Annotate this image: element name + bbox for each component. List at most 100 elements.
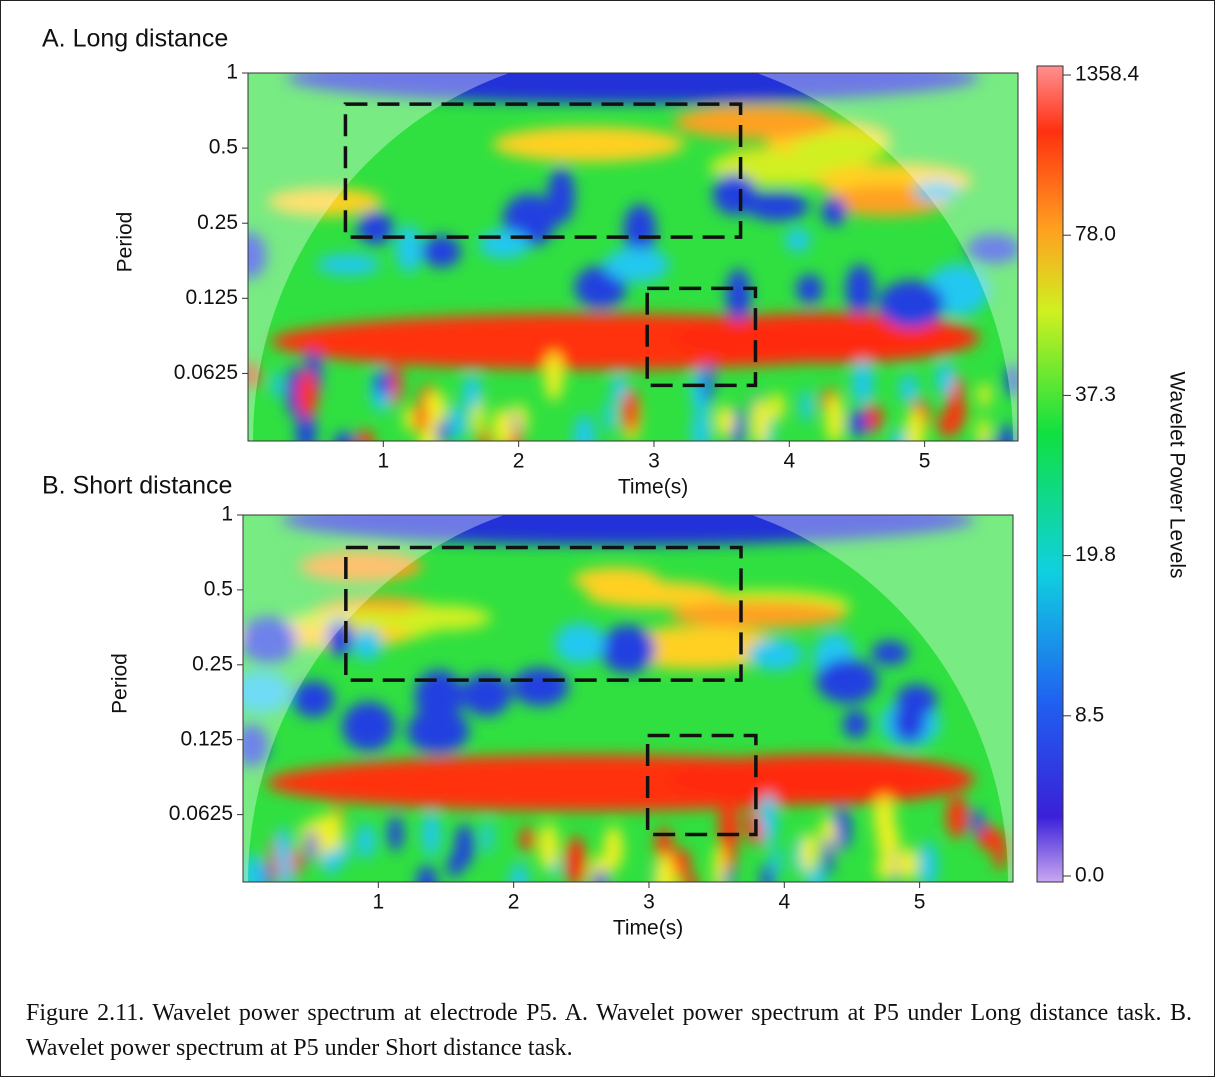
heatmap-blob — [292, 680, 335, 718]
heatmap-blob — [544, 351, 564, 401]
heatmap-blob — [791, 132, 890, 163]
heatmap-blob — [520, 826, 535, 852]
heatmap-blob — [758, 793, 778, 846]
heatmap-blob — [873, 795, 895, 840]
x-tick-label: 1 — [372, 891, 384, 914]
y-tick-label: 0.125 — [180, 727, 233, 750]
annotation-box — [645, 733, 758, 837]
colorbar-tick-label: 19.8 — [1075, 543, 1116, 566]
heatmap-blob — [267, 187, 383, 216]
heatmap-blob — [248, 232, 267, 279]
heatmap-blob — [655, 827, 673, 864]
plot-frame — [247, 72, 1019, 442]
heatmap-blob — [807, 864, 825, 882]
heatmap-blob — [821, 197, 847, 226]
y-tick-label: 1 — [226, 61, 238, 84]
heatmap-blob — [623, 203, 657, 257]
y-tick-label: 0.5 — [204, 577, 233, 600]
x-tick-label: 5 — [919, 450, 931, 473]
heatmap-blob — [1005, 363, 1018, 397]
x-tick-label: 1 — [377, 450, 389, 473]
heatmap-blob — [761, 863, 774, 882]
heatmap-blob — [611, 374, 627, 403]
heatmap-blobs — [243, 515, 1007, 882]
heatmap-blob — [600, 625, 656, 674]
heatmap-blob — [248, 361, 259, 389]
x-tick-label: 4 — [783, 450, 795, 473]
heatmap-blob — [565, 836, 586, 882]
heatmap-blob — [785, 228, 811, 253]
heatmap-blob — [712, 173, 757, 216]
heatmap-blob — [822, 837, 834, 877]
heatmap-blob — [905, 408, 925, 441]
heatmap-blob — [286, 73, 980, 103]
heatmap-blob — [852, 359, 874, 406]
heatmap-blob — [800, 832, 818, 876]
colorbar-tick-label: 8.5 — [1075, 703, 1104, 726]
heatmap-blob — [702, 361, 714, 403]
heatmap-blob — [895, 684, 938, 717]
heatmap-blob — [406, 708, 470, 754]
heatmap-blob — [389, 363, 403, 407]
annotation-box — [645, 286, 758, 388]
heatmap-blob — [847, 409, 868, 437]
heatmap-blob — [899, 374, 919, 403]
heatmap-blob — [913, 181, 960, 202]
heatmap-blobs — [248, 73, 1018, 441]
heatmap-blob — [357, 211, 394, 245]
colorbar-tick-label: 1358.4 — [1075, 63, 1140, 86]
y-tick-label: 0.25 — [192, 652, 233, 675]
x-tick-label: 2 — [508, 891, 520, 914]
heatmap-blob — [845, 264, 875, 314]
heatmap-blob — [725, 268, 751, 322]
heatmap-blob — [769, 392, 785, 422]
colorbar-tick-label: 0.0 — [1075, 864, 1104, 887]
heatmap-blob — [305, 829, 317, 863]
heatmap-blob — [492, 407, 514, 441]
heatmap-blob — [978, 382, 991, 408]
heatmap-blob — [357, 429, 374, 441]
heatmap-blob — [403, 406, 416, 433]
heatmap-blob — [461, 673, 512, 717]
heatmap-blob — [946, 795, 968, 839]
colorbar-label: Wavelet Power Levels — [1165, 372, 1188, 579]
heatmap-blob — [243, 723, 269, 767]
heatmap-blob — [971, 808, 984, 834]
heatmap-blob — [871, 640, 909, 666]
heatmap-blob — [538, 823, 559, 871]
heatmap-blob — [374, 371, 392, 396]
heatmap-blob — [691, 409, 711, 441]
heatmap-blob — [511, 667, 569, 707]
y-axis-label: Period — [109, 653, 132, 714]
heatmap-blob — [356, 823, 376, 860]
heatmap-blob — [271, 371, 282, 399]
heatmap-blob — [977, 417, 990, 441]
heatmap-blob — [317, 253, 381, 276]
heatmap-blob — [509, 862, 529, 882]
heatmap-blob — [243, 670, 291, 714]
heatmap-blob — [414, 669, 464, 724]
heatmap-blob — [993, 831, 1007, 871]
x-tick-label: 2 — [513, 450, 525, 473]
y-tick-label: 0.5 — [209, 136, 238, 159]
heatmap-blob — [478, 230, 530, 259]
heatmap-blob — [976, 824, 999, 850]
heatmap-blob — [492, 126, 686, 162]
heatmap-blob — [863, 404, 883, 433]
heatmap-blob — [414, 402, 428, 433]
cone-of-influence — [243, 515, 1013, 882]
heatmap-blob — [896, 847, 919, 881]
heatmap-blob — [274, 827, 292, 870]
chart-title: A. Long distance — [42, 25, 228, 53]
heatmap-blob — [479, 428, 490, 441]
heatmap-blob — [966, 234, 1018, 264]
heatmap-blob — [713, 844, 726, 882]
heatmap-blob — [341, 701, 395, 752]
heatmap-blob — [747, 638, 803, 671]
heatmap-blob — [670, 600, 847, 629]
heatmap-blob — [666, 754, 975, 805]
heatmap-blob — [718, 801, 740, 854]
x-tick-label: 3 — [648, 450, 660, 473]
heatmap-blob — [334, 431, 355, 441]
